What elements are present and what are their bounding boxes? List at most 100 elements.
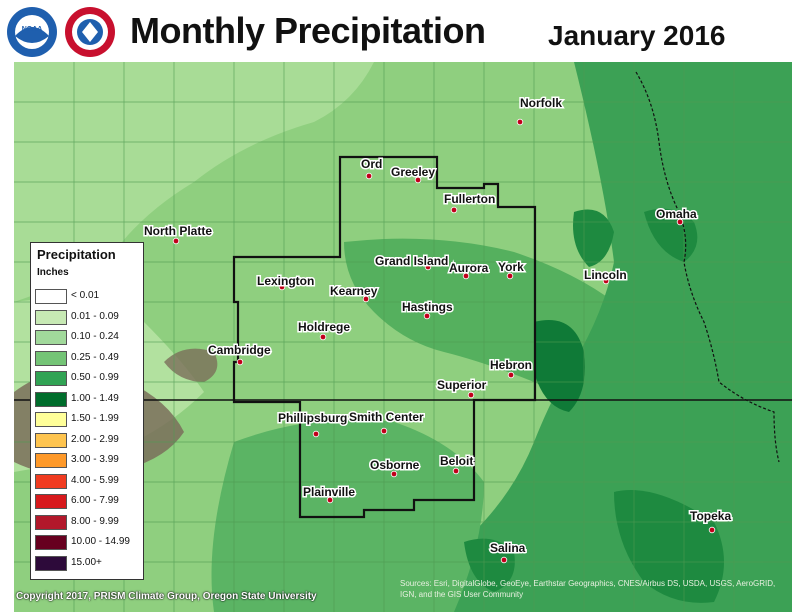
precip-zone-very-dark <box>534 320 585 412</box>
city-hastings[interactable]: Hastings <box>401 299 455 320</box>
basemap-credit: Sources: Esri, DigitalGlobe, GeoEye, Ear… <box>400 579 776 599</box>
city-marker-icon <box>236 358 244 366</box>
city-york[interactable]: York <box>497 259 526 280</box>
city-norfolk[interactable]: Norfolk <box>516 95 564 126</box>
city-salina[interactable]: Salina <box>489 540 527 564</box>
city-label: Phillipsburg <box>278 411 347 425</box>
map-legend: Precipitation Inches < 0.01 0.01 - 0.09 0.… <box>30 242 144 580</box>
legend-swatch <box>35 535 67 550</box>
city-kearney[interactable]: Kearney <box>329 283 379 303</box>
city-label: Lincoln <box>584 268 627 282</box>
legend-item: 1.00 - 1.49 <box>35 391 141 408</box>
legend-label: 3.00 - 3.99 <box>71 454 119 465</box>
city-marker-icon <box>507 371 515 379</box>
legend-item: 2.00 - 2.99 <box>35 432 141 449</box>
legend-swatch <box>35 350 67 366</box>
precip-zone-very-dark-3 <box>573 209 614 267</box>
map-date: January 2016 <box>548 20 726 51</box>
city-label: Beloit <box>440 454 473 468</box>
precip-zone-dark <box>451 62 792 612</box>
legend-label: 0.25 - 0.49 <box>71 351 119 363</box>
city-lincoln[interactable]: Lincoln <box>583 267 628 285</box>
legend-label: 15.00+ <box>71 556 102 568</box>
city-fullerton[interactable]: Fullerton <box>443 191 497 214</box>
city-phillipsburg[interactable]: Phillipsburg <box>277 410 349 438</box>
legend-label: 1.50 - 1.99 <box>71 413 119 424</box>
city-label: Hebron <box>490 358 532 372</box>
city-north-platte[interactable]: North Platte <box>143 223 214 245</box>
city-marker-icon <box>414 176 422 184</box>
city-label: Aurora <box>449 261 489 275</box>
city-marker-icon <box>362 295 370 303</box>
city-label: North Platte <box>144 224 212 238</box>
legend-label: 0.10 - 0.24 <box>71 331 119 342</box>
city-label: Fullerton <box>444 192 495 206</box>
legend-item: 0.10 - 0.24 <box>35 330 141 346</box>
city-label: Kearney <box>330 284 378 298</box>
legend-label: 0.01 - 0.09 <box>71 310 119 322</box>
city-cambridge[interactable]: Cambridge <box>207 342 273 366</box>
legend-units: Inches <box>37 267 69 278</box>
city-marker-icon <box>326 496 334 504</box>
legend-swatch <box>35 514 67 530</box>
city-label: Holdrege <box>298 320 350 334</box>
city-smith-center[interactable]: Smith Center <box>348 409 426 435</box>
city-greeley[interactable]: Greeley <box>390 164 437 184</box>
legend-item: 1.50 - 1.99 <box>35 412 141 428</box>
legend-item: 0.01 - 0.09 <box>35 309 141 326</box>
city-layer: Norfolk Ord Greeley Fullerton Omaha North Pla… <box>143 95 733 564</box>
precip-zone-very-dark-5 <box>464 538 515 592</box>
city-marker-icon <box>452 467 460 475</box>
terrain-area-2 <box>164 348 218 382</box>
city-label: York <box>498 260 524 274</box>
city-grand-island[interactable]: Grand Island <box>374 253 450 271</box>
city-label: Lexington <box>257 274 314 288</box>
legend-item: 3.00 - 3.99 <box>35 453 141 469</box>
city-holdrege[interactable]: Holdrege <box>297 319 352 341</box>
legend-label: 4.00 - 5.99 <box>71 474 119 486</box>
city-label: Norfolk <box>520 96 562 110</box>
city-osborne[interactable]: Osborne <box>369 457 421 478</box>
city-label: Greeley <box>391 165 435 179</box>
city-aurora[interactable]: Aurora <box>448 260 490 280</box>
city-topeka[interactable]: Topeka <box>689 508 733 534</box>
legend-item: 10.00 - 14.99 <box>35 535 141 551</box>
city-marker-icon <box>462 272 470 280</box>
copyright-credit: Copyright 2017, PRISM Climate Group, Ore… <box>16 591 317 602</box>
city-marker-icon <box>708 526 716 534</box>
legend-label: 10.00 - 14.99 <box>71 536 130 547</box>
legend-label: 0.50 - 0.99 <box>71 372 119 383</box>
cwa-boundary <box>232 155 537 519</box>
city-label: Plainville <box>303 485 355 499</box>
city-label: Topeka <box>690 509 731 523</box>
city-label: Ord <box>361 157 382 171</box>
city-hebron[interactable]: Hebron <box>489 357 534 379</box>
city-label: Cambridge <box>208 343 271 357</box>
city-label: Omaha <box>656 207 697 221</box>
legend-label: 6.00 - 7.99 <box>71 495 119 506</box>
state-border-river <box>635 71 780 463</box>
legend-swatch <box>35 412 67 427</box>
city-ord[interactable]: Ord <box>360 156 384 180</box>
legend-item: 0.25 - 0.49 <box>35 350 141 367</box>
city-marker-icon <box>390 470 398 478</box>
legend-item: 8.00 - 9.99 <box>35 514 141 531</box>
legend-swatch <box>35 473 67 489</box>
legend-item: 6.00 - 7.99 <box>35 494 141 510</box>
city-plainville[interactable]: Plainville <box>302 484 357 504</box>
precip-zone-very-dark-2 <box>614 490 724 603</box>
city-lexington[interactable]: Lexington <box>256 273 316 291</box>
city-marker-icon <box>424 263 432 271</box>
city-beloit[interactable]: Beloit <box>439 453 475 475</box>
city-marker-icon <box>676 218 684 226</box>
legend-swatch <box>35 494 67 509</box>
city-marker-icon <box>278 283 286 291</box>
city-marker-icon <box>450 206 458 214</box>
legend-swatch <box>35 432 67 448</box>
precip-zone-south <box>211 419 484 612</box>
legend-swatch <box>35 555 67 571</box>
nws-logo-icon <box>65 7 115 57</box>
city-marker-icon <box>467 391 475 399</box>
city-superior[interactable]: Superior <box>436 377 488 399</box>
city-omaha[interactable]: Omaha <box>655 206 699 226</box>
